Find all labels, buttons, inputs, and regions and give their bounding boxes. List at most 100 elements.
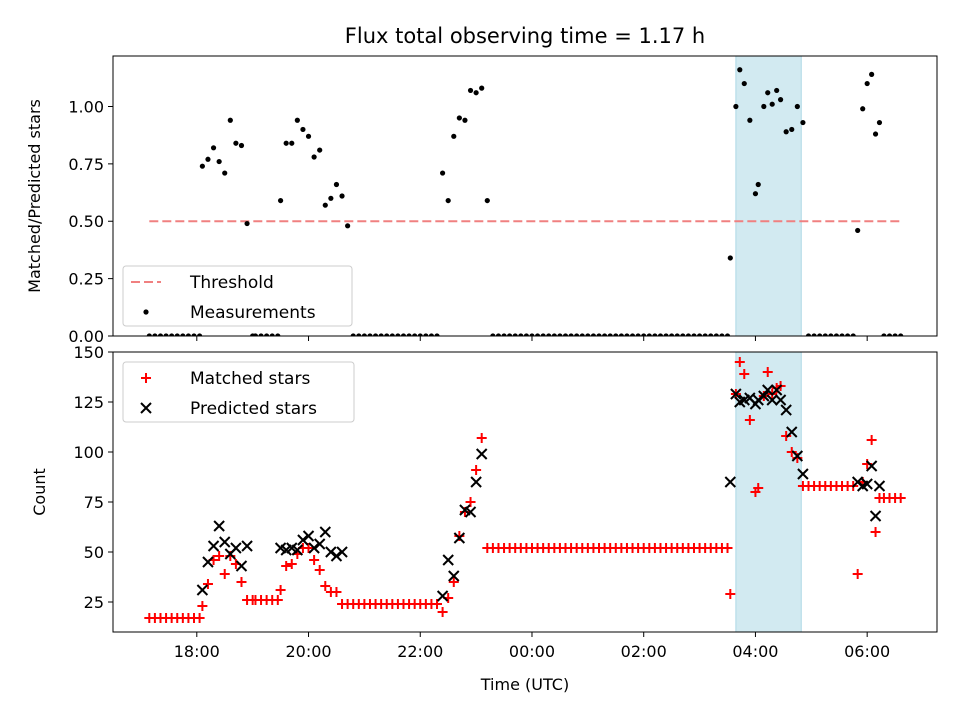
measurement-point [350,333,356,336]
measurement-point [663,333,669,336]
measurement-point [277,197,284,204]
x-tick-label: 20:00 [285,642,331,661]
predicted-point [865,460,878,472]
measurement-point [412,333,418,336]
y-tick-label: 75 [84,493,104,512]
predicted-point [336,546,348,558]
legend-marker-measurements [143,309,149,315]
ratio-plot-area [146,56,904,336]
legend-marker-matched-stars [141,373,151,383]
y-tick-label: 25 [84,593,104,612]
measurement-point [495,333,502,336]
matched-point [272,595,283,605]
measurement-point [741,80,747,87]
measurement-point [222,170,228,176]
measurement-point [892,333,898,336]
measurement-point [322,202,328,208]
measurement-point [384,333,390,336]
measurement-point [191,333,197,336]
measurement-point [898,333,904,336]
measurement-point [685,333,692,336]
measurement-point [752,191,759,197]
measurement-point [428,333,435,336]
measurement-point [755,181,761,188]
measurement-point [850,333,856,336]
measurement-point [794,103,800,110]
measurement-point [445,197,451,204]
measurement-point [283,140,289,146]
measurement-point [789,126,795,133]
y-tick-label: 125 [73,393,104,412]
matched-point [286,559,297,569]
matched-point [870,527,881,537]
predicted-point [213,520,225,532]
matched-point [437,607,448,617]
measurement-point [389,333,395,336]
matched-point [275,585,286,595]
matched-point [309,555,320,565]
measurement-point [618,333,624,336]
measurement-point [185,333,192,336]
measurements-series [146,67,904,336]
predicted-point [475,448,488,460]
y-tick-label: 100 [73,443,104,462]
matched-point [852,569,863,579]
measurement-point [512,333,518,336]
predicted-point [297,534,309,546]
matched-point [194,613,205,623]
predicted-point [319,526,331,538]
measurement-point [462,117,468,123]
measurement-point [372,333,379,336]
predicted-point [873,480,886,492]
measurement-point [356,333,362,336]
predicted-point [230,542,242,554]
measurement-point [507,333,513,336]
measurement-point [602,333,608,336]
predicted-point [308,542,320,554]
measurement-point [258,333,264,336]
x-tick-label: 06:00 [844,642,890,661]
matched-stars-series [144,357,906,623]
predicted-point [791,450,804,462]
predicted-point [861,478,873,490]
measurement-point [361,333,367,336]
ratio-y-axis-label: Matched/Predicted stars [25,99,44,293]
measurement-point [765,90,771,96]
predicted-point [453,532,466,544]
ratio-legend: Threshold Measurements [122,265,353,327]
measurement-point [881,333,887,336]
matched-point [448,577,459,587]
count-plot-area [144,352,906,632]
measurement-point [163,333,169,336]
measurement-point [828,333,834,336]
measurement-point [180,333,186,336]
measurement-point [238,142,245,149]
x-tick-label: 22:00 [397,642,443,661]
measurement-point [596,333,602,336]
measurement-point [680,333,686,336]
y-tick-label: 0.75 [68,155,104,174]
measurement-point [169,333,175,336]
measurement-point [579,333,585,336]
x-tick-label: 02:00 [621,642,667,661]
measurement-point [783,129,789,135]
measurement-point [540,333,546,336]
predicted-point [869,510,882,522]
matched-point [762,367,773,377]
measurement-point [876,119,883,126]
measurement-point [624,333,630,336]
matched-point [866,435,877,445]
measurement-point [289,140,295,146]
measurement-point [691,333,697,336]
measurement-point [501,333,507,336]
y-tick-label: 0.25 [68,270,104,289]
measurement-point [727,255,733,261]
predicted-point [780,404,792,416]
measurement-point [822,333,828,336]
measurement-point [423,333,429,336]
measurement-point [378,333,384,336]
measurement-point [417,333,423,336]
measurement-point [872,131,879,137]
measurement-point [473,90,479,96]
measurement-point [467,87,474,94]
